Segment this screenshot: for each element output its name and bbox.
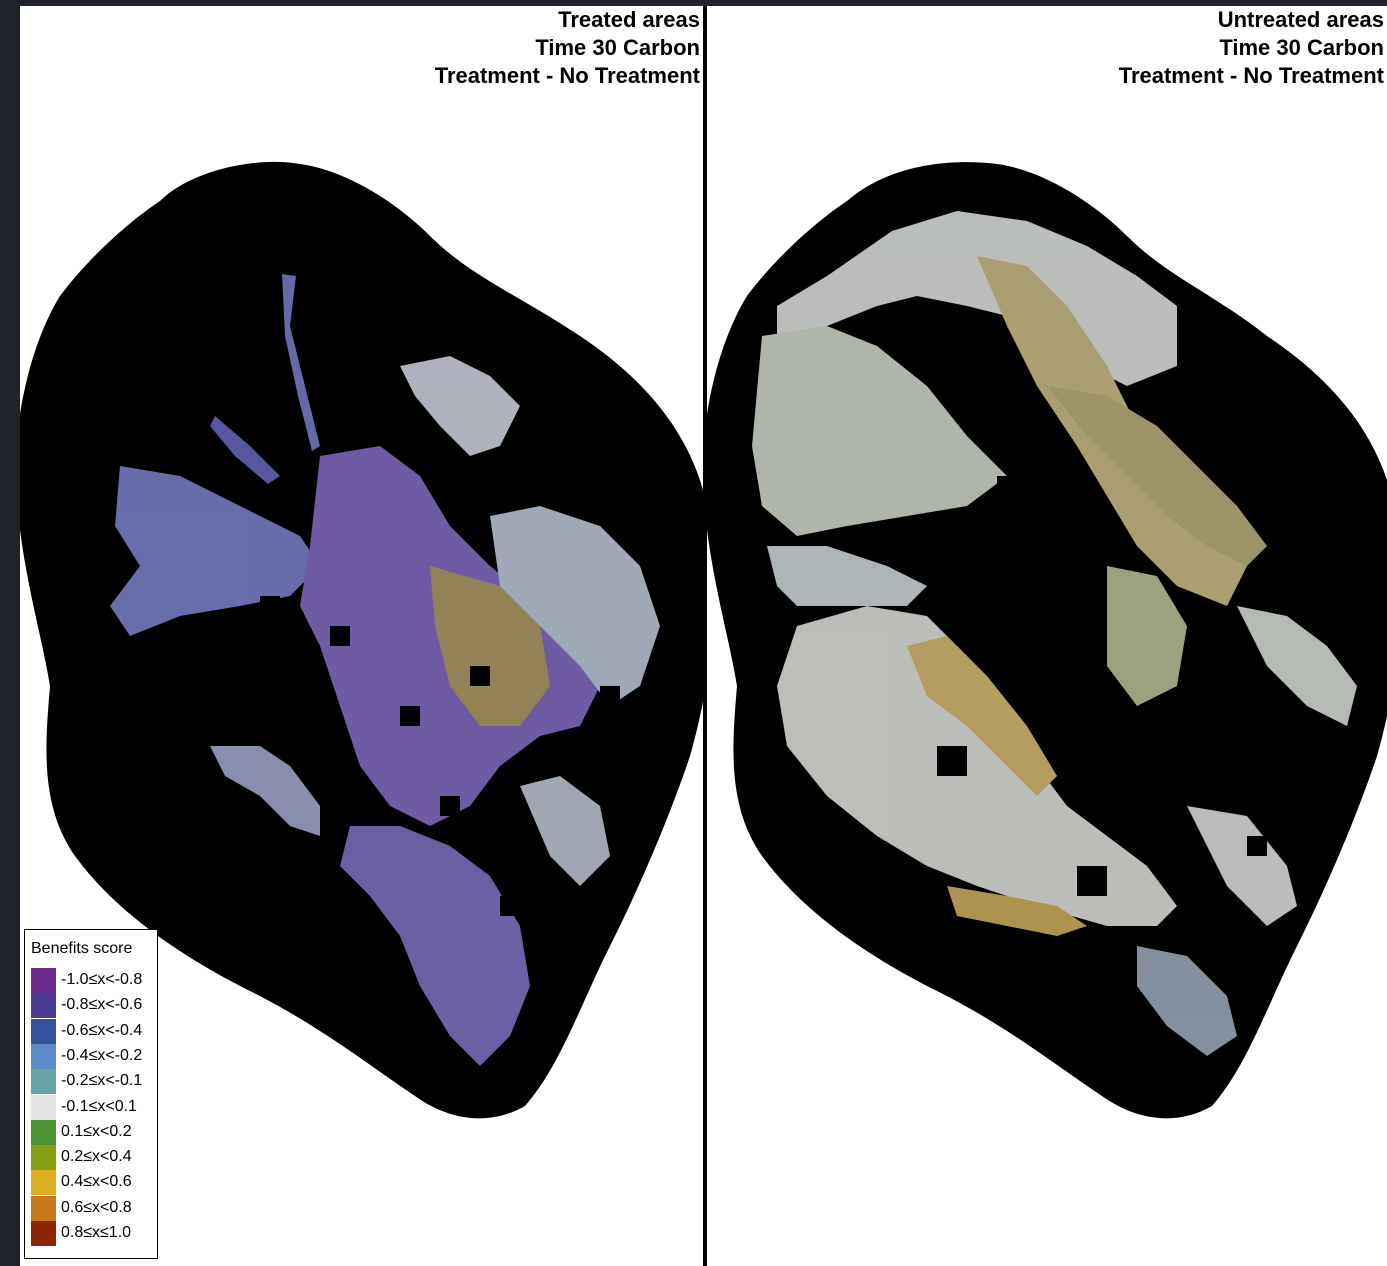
panel-title-line: Time 30 Carbon [535,35,700,60]
legend-item: 0.8≤x≤1.0 [31,1221,157,1246]
legend-item: -0.1≤x<0.1 [31,1094,157,1120]
window-top-border [0,0,1387,6]
legend-swatch [31,1043,56,1069]
legend-swatch [31,1069,56,1095]
legend-label: -0.8≤x<-0.6 [61,996,143,1014]
legend-item: 0.6≤x<0.8 [31,1195,157,1221]
legend-swatch [31,993,56,1019]
panel-divider [703,6,707,1266]
legend-item: -0.4≤x<-0.2 [31,1043,157,1069]
legend-label: -0.4≤x<-0.2 [61,1046,143,1064]
legend-swatch [31,1221,56,1246]
legend-swatch [31,968,56,993]
legend-label: -0.2≤x<-0.1 [61,1072,143,1090]
mask-holes [937,476,1267,896]
legend-swatch [31,1145,56,1171]
legend-label: 0.8≤x≤1.0 [61,1224,132,1241]
untreated-patches [752,211,1357,1056]
legend-swatch [31,1018,56,1044]
legend-item: -0.6≤x<-0.4 [31,1018,157,1044]
map-treated-areas [20,161,703,1119]
legend-label: 0.1≤x<0.2 [61,1122,132,1140]
legend-label: 0.6≤x<0.8 [61,1198,132,1216]
legend-label: -0.6≤x<-0.4 [61,1021,143,1039]
treated-patches [110,274,660,1066]
panel-title-line: Untreated areas [1217,7,1384,32]
mask-holes [260,596,620,986]
legend-label: -1.0≤x<-0.8 [61,971,143,988]
map-panel-untreated: Untreated areas Time 30 Carbon Treatment… [707,6,1387,1266]
legend-title: Benefits score [31,940,133,957]
window-left-border [0,0,20,1266]
legend-item: 0.4≤x<0.6 [31,1170,157,1196]
map-untreated-areas [707,162,1387,1119]
legend-label: 0.4≤x<0.6 [61,1173,132,1191]
legend-swatch [31,1195,56,1221]
legend-item: -1.0≤x<-0.8 [31,968,157,993]
legend-item: -0.2≤x<-0.1 [31,1069,157,1095]
panel-title-line: Time 30 Carbon [1219,35,1384,60]
panel-title-untreated: Untreated areas Time 30 Carbon Treatment… [1119,6,1384,90]
legend-item: 0.1≤x<0.2 [31,1119,157,1145]
panel-title-line: Treatment - No Treatment [1118,63,1384,88]
panel-title-line: Treated areas [558,7,700,32]
legend-label: 0.2≤x<0.4 [61,1148,132,1166]
map-legend: Benefits score -1.0≤x<-0.8 -0.8≤x<-0.6 -0.… [24,929,158,1259]
legend-item: -0.8≤x<-0.6 [31,993,157,1019]
panel-title-line: Treatment - No Treatment [434,63,700,88]
legend-swatch [31,1119,56,1145]
legend-label: -0.1≤x<0.1 [61,1097,137,1115]
legend-swatch [31,1170,56,1196]
legend-item: 0.2≤x<0.4 [31,1145,157,1171]
legend-swatch [31,1094,56,1120]
panel-title-treated: Treated areas Time 30 Carbon Treatment -… [435,6,700,90]
